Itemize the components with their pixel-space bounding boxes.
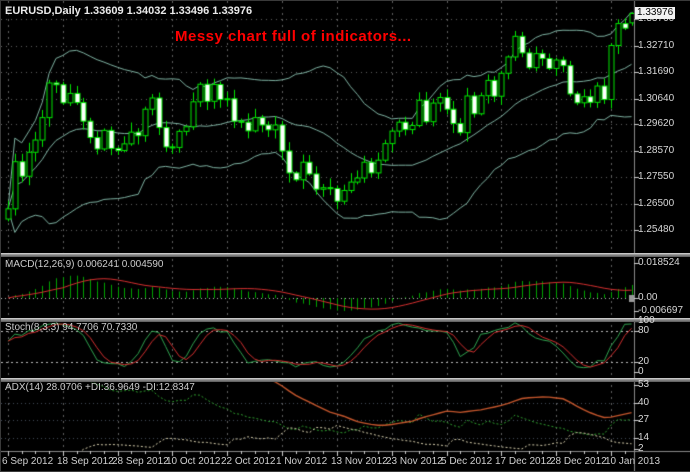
mt4-chart-window: EURUSD,Daily 1.33609 1.34032 1.33496 1.3… [0,0,690,472]
chart-canvas[interactable] [1,1,690,471]
